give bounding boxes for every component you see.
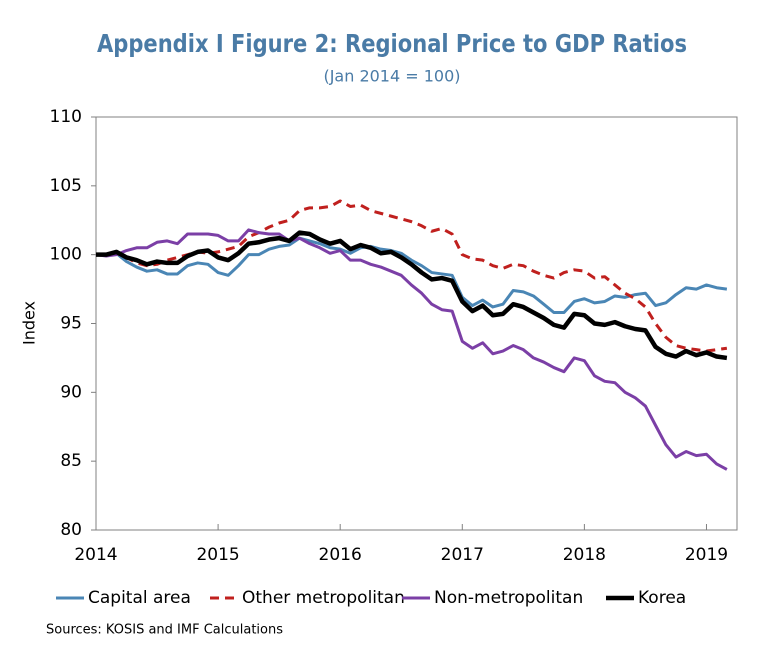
y-axis-label: Index	[20, 301, 39, 345]
x-tick-label: 2016	[319, 545, 362, 565]
y-tick-label: 80	[60, 520, 82, 540]
x-tick-label: 2014	[74, 545, 117, 565]
legend-label: Capital area	[88, 588, 191, 608]
x-tick-label: 2018	[563, 545, 606, 565]
x-tick-label: 2017	[441, 545, 484, 565]
y-tick-label: 90	[60, 382, 82, 402]
x-tick-label: 2019	[685, 545, 728, 565]
series-line	[96, 236, 728, 314]
series-line	[96, 230, 728, 361]
x-tick-label: 2015	[196, 545, 239, 565]
legend-label: Non-metropolitan	[434, 588, 583, 608]
chart-subtitle: (Jan 2014 = 100)	[323, 67, 460, 86]
legend-label: Other metropolitan	[242, 588, 405, 608]
y-tick-label: 85	[60, 451, 82, 471]
legend-label: Korea	[638, 588, 686, 608]
source-note: Sources: KOSIS and IMF Calculations	[46, 623, 283, 638]
y-tick-label: 95	[60, 314, 82, 334]
y-tick-label: 110	[50, 107, 82, 127]
y-tick-label: 105	[50, 176, 82, 196]
series-line	[95, 228, 728, 471]
y-tick-label: 100	[50, 245, 82, 265]
chart-title: Appendix I Figure 2: Regional Price to G…	[97, 29, 687, 58]
